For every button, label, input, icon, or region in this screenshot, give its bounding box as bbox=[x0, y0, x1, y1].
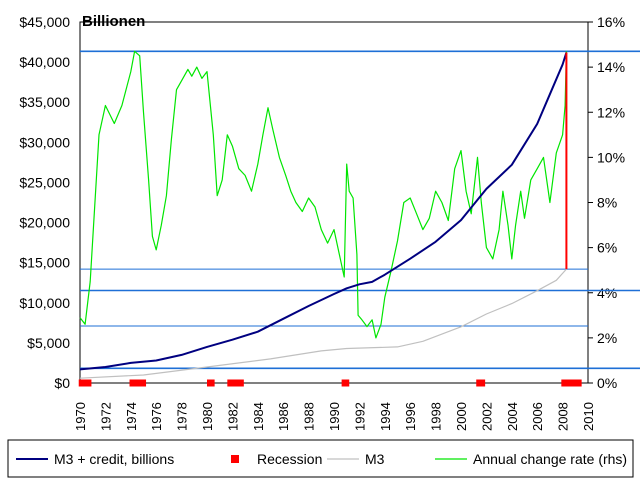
recession-marker bbox=[207, 379, 215, 387]
y-left-tick-label: $5,000 bbox=[27, 335, 70, 351]
x-tick-label: 1984 bbox=[251, 402, 266, 431]
x-tick-label: 2010 bbox=[581, 402, 596, 431]
y-right-tick-label: 4% bbox=[597, 285, 617, 301]
x-tick-label: 2004 bbox=[505, 402, 520, 431]
x-tick-label: 1978 bbox=[175, 402, 190, 431]
level-lines bbox=[80, 50, 640, 370]
y-right-tick-label: 14% bbox=[597, 59, 625, 75]
series-line-m3 bbox=[79, 268, 567, 379]
x-tick-label: 1992 bbox=[352, 402, 367, 431]
y-right-tick-label: 10% bbox=[597, 149, 625, 165]
legend: M3 + credit, billions Recession M3 Annual c… bbox=[16, 451, 627, 467]
legend-box bbox=[7, 439, 634, 478]
plot-area bbox=[79, 21, 589, 384]
x-tick-label: 1998 bbox=[429, 402, 444, 431]
y-left-tick-label: $25,000 bbox=[19, 174, 70, 190]
x-tick-label: 2002 bbox=[479, 402, 494, 431]
series-line-m3-credit-billions bbox=[79, 52, 568, 371]
y-left-tick-label: $20,000 bbox=[19, 215, 70, 231]
x-tick-label: 1974 bbox=[124, 402, 139, 431]
y-left-tick-label: $35,000 bbox=[19, 94, 70, 110]
y-right-tick-label: 16% bbox=[597, 14, 625, 30]
legend-label: Annual change rate (rhs) bbox=[473, 451, 627, 467]
recession-marker bbox=[476, 379, 486, 387]
legend-label: M3 bbox=[365, 451, 385, 467]
x-tick-label: 1996 bbox=[403, 402, 418, 431]
recession-marker bbox=[129, 379, 147, 387]
recession-marker bbox=[561, 379, 582, 387]
y-right-tick-label: 12% bbox=[597, 104, 625, 120]
x-tick-label: 1988 bbox=[302, 402, 317, 431]
chart-title: Billionen bbox=[82, 13, 145, 30]
left-axis-labels: $0 $5,000 $10,000 $15,000 $20,000 $25,000 $30,… bbox=[19, 14, 70, 391]
recession-marker bbox=[341, 379, 350, 387]
x-tick-label: 1972 bbox=[98, 402, 113, 431]
recession-marker bbox=[78, 379, 92, 387]
x-tick-label: 1970 bbox=[73, 402, 88, 431]
y-left-tick-label: $15,000 bbox=[19, 255, 70, 271]
x-tick-label: 2008 bbox=[556, 402, 571, 431]
x-tick-label: 1990 bbox=[327, 402, 342, 431]
y-left-tick-label: $10,000 bbox=[19, 295, 70, 311]
x-tick-label: 1980 bbox=[200, 402, 215, 431]
x-tick-label: 2000 bbox=[454, 402, 469, 431]
recession-markers bbox=[78, 379, 582, 387]
series-group bbox=[79, 50, 568, 379]
recession-marker bbox=[227, 379, 244, 387]
y-right-tick-label: 2% bbox=[597, 330, 617, 346]
right-axis-ticks bbox=[588, 21, 593, 384]
y-left-tick-label: $40,000 bbox=[19, 54, 70, 70]
x-tick-label: 1976 bbox=[149, 402, 164, 431]
x-tick-label: 1994 bbox=[378, 402, 393, 431]
legend-swatch bbox=[231, 455, 239, 463]
right-axis-labels: 0% 2% 4% 6% 8% 10% 12% 14% 16% bbox=[597, 14, 625, 391]
y-left-tick-label: $0 bbox=[54, 375, 70, 391]
y-right-tick-label: 8% bbox=[597, 195, 617, 211]
y-right-tick-label: 0% bbox=[597, 375, 617, 391]
legend-label: M3 + credit, billions bbox=[54, 451, 174, 467]
legend-label: Recession bbox=[257, 451, 322, 467]
x-axis-labels: 1970 1972 1974 1976 1978 1980 1982 1984 1986 1988… bbox=[73, 402, 596, 431]
series-line-annual-change-rate-rhs bbox=[79, 50, 567, 339]
y-left-tick-label: $45,000 bbox=[19, 14, 70, 30]
x-tick-label: 1986 bbox=[276, 402, 291, 431]
y-right-tick-label: 6% bbox=[597, 240, 617, 256]
x-tick-label: 2006 bbox=[530, 402, 545, 431]
x-tick-label: 1982 bbox=[225, 402, 240, 431]
y-left-tick-label: $30,000 bbox=[19, 134, 70, 150]
